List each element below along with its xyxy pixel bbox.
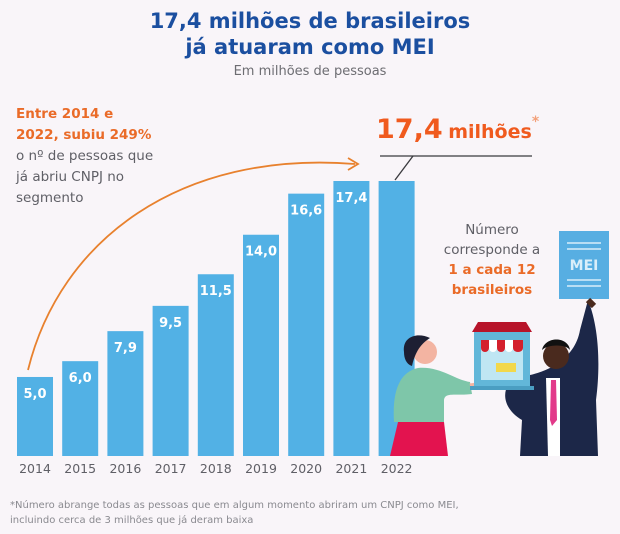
x-tick-2016: 2016: [109, 461, 141, 476]
callout-unit: milhões: [448, 121, 532, 143]
x-tick-2018: 2018: [200, 461, 232, 476]
x-tick-2022: 2022: [381, 461, 413, 476]
growth-text-line5: segmento: [16, 190, 84, 206]
mei-sign-text: MEI: [570, 258, 599, 274]
bar-value-label-2018: 11,5: [200, 284, 232, 299]
bar-2014: [17, 376, 53, 456]
bar-2020: [288, 193, 325, 456]
x-axis-ticks: 2014 2015 2016 2017 2018 2019 2020 2021 2022: [19, 461, 412, 476]
chart-title-line2: já atuaram como MEI: [185, 35, 435, 59]
growth-highlight-line2: 2022, subiu 249%: [16, 127, 152, 143]
bar-2021: [333, 181, 370, 456]
total-callout: 17,4 milhões*: [376, 114, 539, 145]
x-tick-2017: 2017: [155, 461, 187, 476]
x-tick-2019: 2019: [245, 461, 277, 476]
chart-title-line1: 17,4 milhões de brasileiros: [149, 9, 471, 33]
callout-asterisk: *: [531, 114, 540, 130]
bar-2017: [152, 305, 189, 456]
footnote-line1: *Número abrange todas as pessoas que em …: [10, 500, 459, 511]
storefront-icon: [470, 322, 534, 390]
arrow-head-icon: [347, 157, 360, 171]
bar-2016: [107, 331, 144, 456]
bar-2015: [62, 361, 99, 456]
growth-highlight-line1: Entre 2014 e: [16, 106, 114, 122]
callout-value: 17,4: [376, 114, 443, 145]
footnote-line2: incluindo cerca de 3 milhões que já dera…: [10, 515, 254, 526]
bar-2019: [243, 234, 279, 456]
bar-value-label-2017: 9,5: [159, 316, 182, 331]
bars-layer: [17, 181, 415, 456]
callout-leader-line: [394, 155, 414, 181]
ratio-line3: 1 a cada 12: [448, 262, 536, 278]
woman-illustration: [390, 335, 485, 456]
growth-text-line3: o nº de pessoas que: [16, 148, 154, 164]
x-tick-2021: 2021: [335, 461, 367, 476]
bar-2018: [197, 274, 234, 456]
labels-layer: 5,0 6,0 7,9 9,5 11,5 14,0 16,6 17,4: [23, 191, 367, 402]
bar-value-label-2016: 7,9: [114, 341, 137, 356]
bar-value-label-2015: 6,0: [69, 371, 92, 386]
x-tick-2020: 2020: [290, 461, 322, 476]
growth-arc-arrow: [27, 161, 356, 371]
ratio-line2: corresponde a: [443, 242, 541, 258]
ratio-text: Número corresponde a 1 a cada 12 brasile…: [436, 220, 548, 300]
ratio-line4: brasileiros: [451, 282, 533, 298]
x-tick-2015: 2015: [64, 461, 96, 476]
x-tick-2014: 2014: [19, 461, 51, 476]
bar-value-label-2019: 14,0: [245, 245, 277, 260]
bar-value-label-2021: 17,4: [335, 191, 367, 206]
bar-value-label-2020: 16,6: [290, 204, 322, 219]
bar-value-label-2014: 5,0: [23, 387, 46, 402]
ratio-line1: Número: [465, 222, 519, 238]
mei-document-icon: MEI: [559, 231, 609, 299]
growth-text-line4: já abriu CNPJ no: [16, 169, 125, 185]
footnote: *Número abrange todas as pessoas que em …: [10, 498, 470, 528]
chart-subtitle: Em milhões de pessoas: [233, 64, 387, 79]
